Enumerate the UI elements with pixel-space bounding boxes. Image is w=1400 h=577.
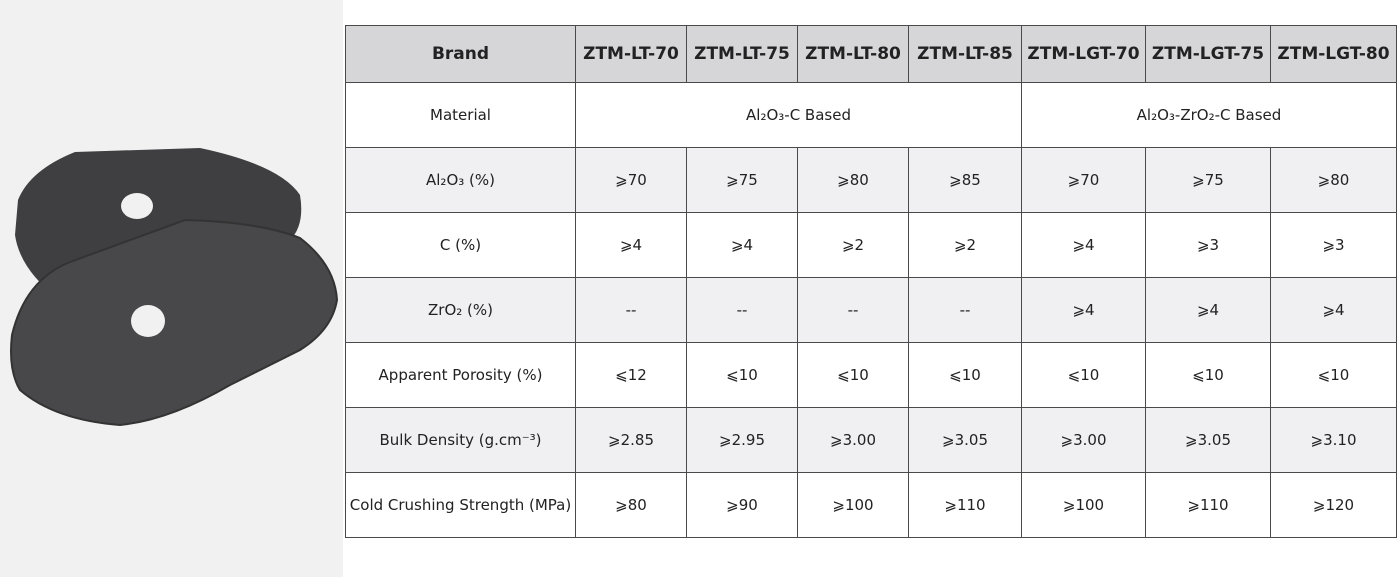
header-row: Brand ZTM-LT-70 ZTM-LT-75 ZTM-LT-80 ZTM-LT-8…: [345, 25, 1397, 83]
table-row: C (%) ⩾4 ⩾4 ⩾2 ⩾2 ⩾4 ⩾3 ⩾3: [345, 212, 1397, 278]
table-row: Apparent Porosity (%) ⩽12 ⩽10 ⩽10 ⩽10 ⩽10 ⩽10 ⩽…: [345, 342, 1397, 408]
header-cell: Brand: [345, 25, 576, 83]
cell: ⩾3.00: [797, 407, 909, 473]
row-label: Cold Crushing Strength (MPa): [345, 472, 576, 538]
product-photo: [0, 0, 343, 577]
table-row: Bulk Density (g.cm⁻³) ⩾2.85 ⩾2.95 ⩾3.00 ⩾3.0…: [345, 407, 1397, 473]
cell: ⩾100: [797, 472, 909, 538]
row-label: ZrO₂ (%): [345, 277, 576, 343]
cell: ⩾3.05: [1145, 407, 1271, 473]
cell: ⩾2.85: [575, 407, 687, 473]
header-cell: ZTM-LGT-75: [1145, 25, 1271, 83]
cell: Al₂O₃-ZrO₂-C Based: [1021, 82, 1397, 148]
cell: --: [908, 277, 1022, 343]
cell: ⩽10: [686, 342, 798, 408]
cell: ⩾70: [575, 147, 687, 213]
cell: ⩾70: [1021, 147, 1146, 213]
cell: ⩾4: [1270, 277, 1397, 343]
table-row: Material Al₂O₃-C Based Al₂O₃-ZrO₂-C Based: [345, 82, 1397, 148]
cell: ⩾3.05: [908, 407, 1022, 473]
cell: ⩾2.95: [686, 407, 798, 473]
table-row: Cold Crushing Strength (MPa) ⩾80 ⩾90 ⩾100 ⩾1…: [345, 472, 1397, 538]
cell: ⩽10: [1145, 342, 1271, 408]
cell: ⩾4: [686, 212, 798, 278]
header-cell: ZTM-LT-70: [575, 25, 687, 83]
cell: ⩾75: [686, 147, 798, 213]
cell: ⩾2: [797, 212, 909, 278]
cell: --: [575, 277, 687, 343]
row-label: Al₂O₃ (%): [345, 147, 576, 213]
cell: ⩽12: [575, 342, 687, 408]
cell: ⩽10: [797, 342, 909, 408]
cell: ⩾4: [575, 212, 687, 278]
cell: ⩾110: [1145, 472, 1271, 538]
cell: ⩾120: [1270, 472, 1397, 538]
hole: [131, 305, 165, 337]
cell: ⩾80: [797, 147, 909, 213]
row-label: Apparent Porosity (%): [345, 342, 576, 408]
cell: ⩾90: [686, 472, 798, 538]
cell: ⩾4: [1021, 277, 1146, 343]
plate-front: [10, 218, 339, 427]
row-label: C (%): [345, 212, 576, 278]
cell: ⩾3.00: [1021, 407, 1146, 473]
cell: ⩽10: [1021, 342, 1146, 408]
spec-table: Brand ZTM-LT-70 ZTM-LT-75 ZTM-LT-80 ZTM-LT-8…: [345, 25, 1397, 538]
cell: ⩾4: [1145, 277, 1271, 343]
cell: Al₂O₃-C Based: [575, 82, 1022, 148]
cell: --: [686, 277, 798, 343]
table-row: ZrO₂ (%) -- -- -- -- ⩾4 ⩾4 ⩾4: [345, 277, 1397, 343]
cell: ⩾3.10: [1270, 407, 1397, 473]
row-label: Bulk Density (g.cm⁻³): [345, 407, 576, 473]
cell: ⩾3: [1145, 212, 1271, 278]
cell: ⩾80: [1270, 147, 1397, 213]
table-row: Al₂O₃ (%) ⩾70 ⩾75 ⩾80 ⩾85 ⩾70 ⩾75 ⩾80: [345, 147, 1397, 213]
cell: ⩾2: [908, 212, 1022, 278]
header-cell: ZTM-LGT-80: [1270, 25, 1397, 83]
header-cell: ZTM-LGT-70: [1021, 25, 1146, 83]
cell: ⩾75: [1145, 147, 1271, 213]
header-cell: ZTM-LT-75: [686, 25, 798, 83]
hole: [121, 193, 153, 219]
cell: ⩾85: [908, 147, 1022, 213]
cell: ⩾4: [1021, 212, 1146, 278]
cell: ⩽10: [908, 342, 1022, 408]
cell: ⩾3: [1270, 212, 1397, 278]
cell: ⩾80: [575, 472, 687, 538]
header-cell: ZTM-LT-80: [797, 25, 909, 83]
row-label: Material: [345, 82, 576, 148]
cell: ⩾100: [1021, 472, 1146, 538]
header-cell: ZTM-LT-85: [908, 25, 1022, 83]
cell: --: [797, 277, 909, 343]
cell: ⩽10: [1270, 342, 1397, 408]
cell: ⩾110: [908, 472, 1022, 538]
